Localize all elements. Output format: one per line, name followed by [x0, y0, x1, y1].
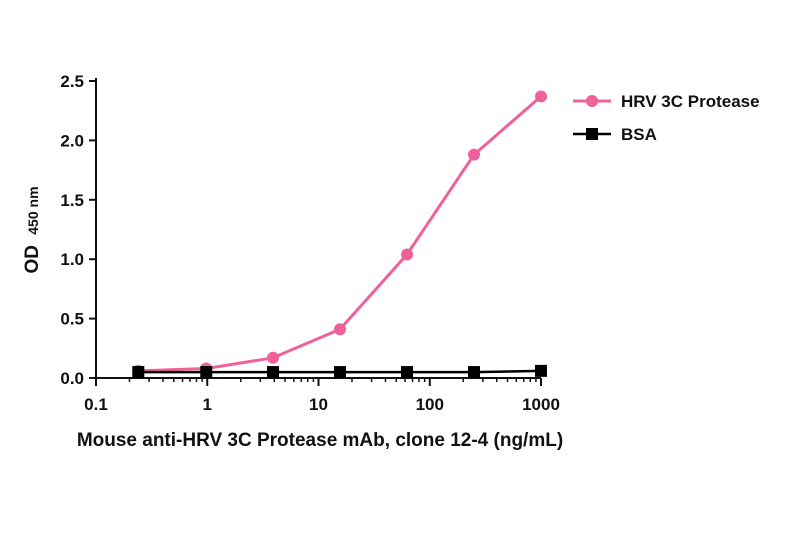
legend-label: BSA — [621, 125, 657, 144]
data-point — [401, 248, 414, 261]
y-axis-title-main: OD — [22, 245, 43, 274]
data-point — [468, 366, 481, 379]
y-tick-label: 2.5 — [60, 72, 84, 91]
legend: HRV 3C Protease BSA — [573, 92, 760, 144]
y-axis-title-sub: 450 nm — [25, 186, 41, 234]
legend-label: HRV 3C Protease — [621, 92, 760, 111]
data-point — [200, 366, 213, 379]
y-axis-title: OD 450 nm — [22, 186, 43, 273]
data-point — [333, 323, 346, 336]
data-point — [333, 366, 346, 379]
y-tick-label: 2.0 — [60, 131, 84, 150]
y-tick-label: 1.5 — [60, 191, 84, 210]
data-point — [267, 351, 280, 364]
legend-marker-circle — [586, 95, 598, 107]
y-tick-label: 1.0 — [60, 250, 84, 269]
data-point — [401, 366, 414, 379]
x-tick-label: 0.1 — [84, 395, 108, 414]
y-tick-label: 0.0 — [60, 369, 84, 388]
axes: 0.0 0.5 1.0 1.5 2.0 2.5 0.1 1 10 100 1000 — [60, 72, 560, 414]
x-tick-label: 100 — [416, 395, 444, 414]
data-point — [267, 366, 280, 379]
data-point — [468, 148, 481, 161]
data-point — [535, 364, 547, 377]
data-point — [132, 366, 145, 379]
data-point — [535, 90, 547, 103]
legend-marker-square — [586, 128, 598, 140]
x-tick-label: 1000 — [522, 395, 560, 414]
x-axis-title: Mouse anti-HRV 3C Protease mAb, clone 12… — [77, 430, 563, 451]
x-tick-label: 1 — [203, 395, 212, 414]
x-tick-label: 10 — [309, 395, 328, 414]
series-layer — [132, 90, 547, 379]
y-tick-label: 0.5 — [60, 310, 84, 329]
